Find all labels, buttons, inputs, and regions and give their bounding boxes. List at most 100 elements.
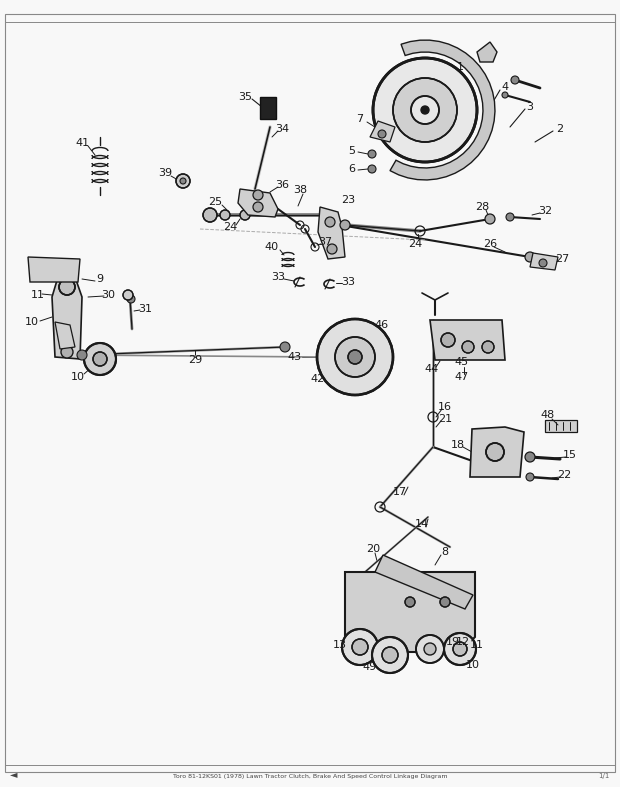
Text: 29: 29 (188, 355, 202, 365)
Circle shape (526, 473, 534, 481)
Circle shape (486, 443, 504, 461)
Polygon shape (55, 322, 75, 349)
Bar (260, 97, 276, 119)
Polygon shape (345, 572, 475, 652)
Text: 26: 26 (483, 239, 497, 249)
Polygon shape (430, 320, 505, 360)
Text: 10: 10 (466, 660, 480, 670)
Circle shape (93, 352, 107, 366)
Text: 8: 8 (441, 547, 448, 557)
Polygon shape (375, 555, 473, 609)
Text: 28: 28 (475, 202, 489, 212)
Text: ◄: ◄ (10, 769, 17, 779)
Circle shape (440, 597, 450, 607)
Text: 17: 17 (393, 487, 407, 497)
Text: 7: 7 (356, 114, 363, 124)
Text: 35: 35 (238, 92, 252, 102)
Circle shape (352, 639, 368, 655)
Circle shape (253, 202, 263, 212)
Text: Toro 81-12KS01 (1978) Lawn Tractor Clutch, Brake And Speed Control Linkage Diagr: Toro 81-12KS01 (1978) Lawn Tractor Clutc… (173, 774, 447, 779)
Text: eReplacementParts.com: eReplacementParts.com (151, 373, 370, 390)
Text: 2: 2 (556, 124, 564, 134)
Circle shape (378, 130, 386, 138)
Circle shape (325, 217, 335, 227)
Circle shape (424, 643, 436, 655)
Text: 13: 13 (333, 640, 347, 650)
Text: 31: 31 (138, 304, 152, 314)
Circle shape (405, 597, 415, 607)
Circle shape (421, 106, 429, 114)
Circle shape (453, 642, 467, 656)
Circle shape (123, 290, 133, 300)
Circle shape (180, 178, 186, 184)
Polygon shape (370, 121, 395, 142)
Text: 6: 6 (348, 164, 355, 174)
Text: 18: 18 (451, 440, 465, 450)
Circle shape (372, 637, 408, 673)
Text: 48: 48 (541, 410, 555, 420)
Circle shape (253, 190, 263, 200)
Text: 30: 30 (101, 290, 115, 300)
Circle shape (502, 92, 508, 98)
Circle shape (382, 647, 398, 663)
Polygon shape (530, 253, 558, 270)
Circle shape (340, 220, 350, 230)
Text: 16: 16 (438, 402, 452, 412)
Text: 38: 38 (293, 185, 307, 195)
Text: 41: 41 (75, 138, 89, 148)
Polygon shape (390, 40, 495, 180)
Bar (545, 420, 577, 432)
Circle shape (416, 635, 444, 663)
Text: 42: 42 (311, 374, 325, 384)
Polygon shape (477, 42, 497, 62)
Circle shape (280, 342, 290, 352)
Text: 24: 24 (408, 239, 422, 249)
Polygon shape (238, 189, 278, 217)
Circle shape (77, 350, 87, 360)
Text: 33: 33 (271, 272, 285, 282)
Text: 14: 14 (415, 519, 429, 529)
Text: 43: 43 (288, 352, 302, 362)
Circle shape (393, 78, 457, 142)
Text: 11: 11 (470, 640, 484, 650)
Circle shape (368, 165, 376, 173)
Text: 12: 12 (456, 637, 470, 647)
Circle shape (511, 76, 519, 84)
Text: 27: 27 (555, 254, 569, 264)
Circle shape (84, 343, 116, 375)
Text: 9: 9 (97, 274, 104, 284)
Text: 40: 40 (265, 242, 279, 252)
Circle shape (411, 96, 439, 124)
Circle shape (444, 633, 476, 665)
Circle shape (335, 337, 375, 377)
Circle shape (220, 210, 230, 220)
Text: 37: 37 (318, 237, 332, 247)
Text: 5: 5 (348, 146, 355, 156)
Circle shape (441, 333, 455, 347)
Text: 47: 47 (455, 372, 469, 382)
Text: 46: 46 (375, 320, 389, 330)
Circle shape (61, 346, 73, 358)
Text: 36: 36 (275, 180, 289, 190)
Circle shape (240, 210, 250, 220)
Text: 24: 24 (223, 222, 237, 232)
Text: 19: 19 (446, 637, 460, 647)
Text: 10: 10 (25, 317, 39, 327)
Circle shape (127, 295, 135, 303)
Circle shape (462, 341, 474, 353)
Text: 21: 21 (438, 414, 452, 424)
Circle shape (176, 174, 190, 188)
Circle shape (506, 213, 514, 221)
Circle shape (203, 208, 217, 222)
Text: 15: 15 (563, 450, 577, 460)
Circle shape (59, 279, 75, 295)
Circle shape (525, 252, 535, 262)
Circle shape (373, 58, 477, 162)
Circle shape (485, 214, 495, 224)
Polygon shape (52, 277, 82, 359)
Circle shape (317, 319, 393, 395)
Text: 10: 10 (71, 372, 85, 382)
Circle shape (348, 350, 362, 364)
Text: 39: 39 (158, 168, 172, 178)
Text: 1: 1 (456, 62, 464, 72)
